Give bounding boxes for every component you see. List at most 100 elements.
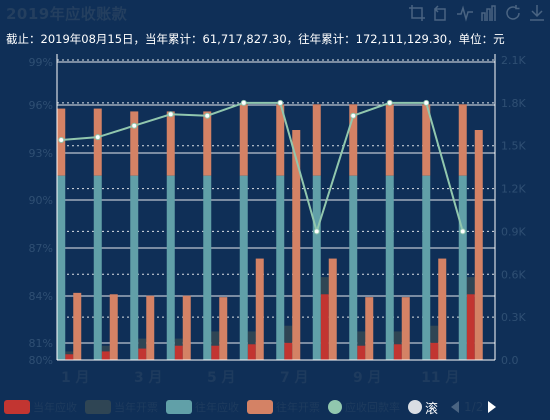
legend-swatch [328, 400, 342, 414]
page-prev-icon[interactable] [450, 401, 460, 413]
bar-previous-receivable [312, 175, 321, 360]
line-collection-rate [61, 101, 464, 235]
bar-previous-invoiced [146, 295, 155, 360]
x-tick-label: 11 月 [421, 370, 459, 386]
legend-item-current-receivable[interactable]: 当年应收 [4, 399, 77, 415]
bar-previous-invoiced [255, 258, 264, 360]
y-right-tick-label: 0.6K [501, 268, 526, 281]
line-point [313, 228, 320, 235]
bar-previous-invoiced-top [422, 104, 431, 176]
bar-current-receivable [65, 354, 74, 360]
line-layer [58, 99, 466, 235]
line-point [167, 111, 174, 118]
legend-swatch [4, 400, 30, 414]
bar-current-receivable [174, 345, 183, 360]
line-point [204, 112, 211, 119]
y-right-tick-label: 0.9K [501, 225, 526, 238]
legend-item-collection-rate[interactable]: 应收回款率 [328, 399, 400, 415]
download-icon[interactable] [528, 4, 546, 26]
bar-chart-icon[interactable] [480, 4, 498, 26]
bar-previous-invoiced-top [385, 104, 394, 176]
y-left-tick-label: 96% [29, 99, 53, 112]
bar-previous-receivable [276, 175, 285, 360]
bar-current-receivable [211, 345, 220, 360]
bar-previous-invoiced [365, 297, 374, 360]
bar-previous-invoiced [474, 130, 483, 360]
bar-previous-receivable [458, 175, 467, 360]
bar-previous-invoiced [109, 294, 118, 360]
y-left-tick-label: 84% [29, 290, 53, 303]
bar-previous-invoiced [73, 292, 82, 360]
legend-item-previous-invoiced[interactable]: 往年开票 [247, 399, 320, 415]
y-right-tick-label: 0.3K [501, 311, 526, 324]
y-right-tick-label: 2.1K [501, 54, 526, 67]
line-point [386, 99, 393, 106]
bar-previous-invoiced-top [166, 111, 175, 176]
bar-current-receivable [138, 348, 147, 360]
toolbox [408, 4, 546, 26]
bar-previous-invoiced [292, 130, 301, 360]
chart-title: 2019年应收账款 [6, 5, 128, 23]
line-point [277, 99, 284, 106]
bar-current-receivable [284, 342, 293, 360]
bar-previous-invoiced [182, 295, 191, 360]
undo-icon[interactable] [432, 4, 450, 26]
bar-previous-receivable [349, 175, 358, 360]
legend-label: 滚 [425, 401, 439, 417]
bar-current-receivable [430, 342, 439, 360]
x-tick-label: 7 月 [280, 370, 309, 386]
bar-current-receivable [320, 294, 329, 360]
line-point [131, 122, 138, 129]
bar-current-receivable [101, 351, 110, 360]
y-left-tick-label: 81% [29, 337, 53, 350]
line-chart-icon[interactable] [456, 4, 474, 26]
bar-previous-invoiced [328, 258, 337, 360]
bar-previous-invoiced-top [276, 104, 285, 176]
x-tick-label: 9 月 [353, 370, 382, 386]
bar-previous-receivable [203, 175, 212, 360]
bar-previous-invoiced-top [239, 104, 248, 176]
legend-item-current-invoiced[interactable]: 当年开票 [85, 399, 158, 415]
bar-previous-invoiced-top [203, 111, 212, 176]
crop-icon[interactable] [408, 4, 426, 26]
line-point [350, 112, 357, 119]
bar-previous-receivable [57, 175, 66, 360]
bar-previous-invoiced [219, 297, 228, 360]
bar-current-receivable [357, 345, 366, 360]
bar-previous-receivable [422, 175, 431, 360]
bar-previous-invoiced [401, 297, 410, 360]
y-right-tick-label: 1.8K [501, 97, 526, 110]
line-point [94, 134, 101, 141]
y-left-tick-label: 87% [29, 242, 53, 255]
page-next-icon[interactable] [487, 401, 497, 413]
chart-canvas: 0.0 0.3K 0.6K 0.9K 1.2K 1.5K 1.8K 2.1K 80% 81% 84%… [29, 54, 526, 386]
line-point [423, 99, 430, 106]
bar-previous-receivable [385, 175, 394, 360]
bar-previous-invoiced-top [130, 111, 139, 176]
legend-label: 当年应收 [33, 401, 77, 414]
x-tick-label: 1 月 [61, 370, 90, 386]
axis-layer: 0.0 0.3K 0.6K 0.9K 1.2K 1.5K 1.8K 2.1K 80% 81% 84%… [29, 54, 526, 386]
y-left-tick-label: 93% [29, 147, 53, 160]
bar-current-receivable [247, 344, 256, 360]
legend-label: 往年开票 [276, 401, 320, 414]
bar-previous-invoiced-top [349, 104, 358, 176]
legend-swatch [85, 400, 111, 414]
bar-previous-receivable [93, 175, 102, 360]
legend-item-scroll[interactable]: 滚 [408, 398, 438, 417]
y-right-tick-label: 1.2K [501, 183, 526, 196]
legend-swatch [408, 400, 422, 414]
y-left-tick-label: 99% [29, 56, 53, 69]
bar-previous-invoiced-top [458, 104, 467, 176]
legend-item-previous-receivable[interactable]: 往年应收 [166, 399, 239, 415]
refresh-icon[interactable] [504, 4, 522, 26]
y-left-tick-label: 90% [29, 194, 53, 207]
bar-previous-receivable [166, 175, 175, 360]
legend-label: 往年应收 [195, 401, 239, 414]
legend-page-label: 1/2 [464, 400, 484, 414]
legend: 当年应收 当年开票 往年应收 往年开票 应收回款率 滚 1/2 [4, 396, 497, 418]
bar-current-receivable [393, 344, 402, 360]
bars-layer [57, 104, 483, 360]
chart-subtitle: 截止：2019年08月15日，当年累计：61,717,827.30，往年累计：1… [6, 32, 505, 46]
bar-previous-invoiced-top [312, 104, 321, 176]
